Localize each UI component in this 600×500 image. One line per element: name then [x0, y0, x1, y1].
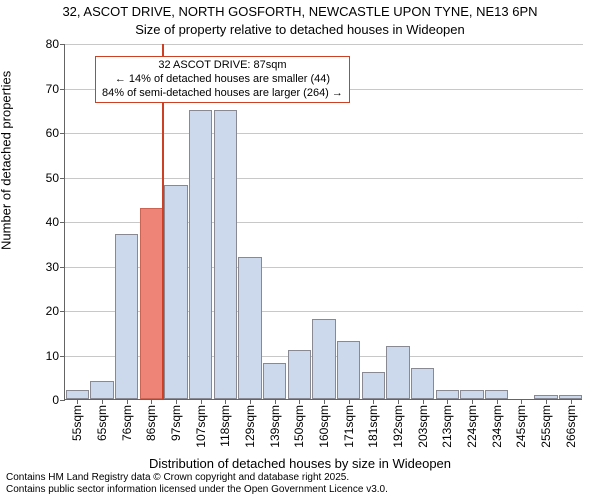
footer-attribution: Contains HM Land Registry data © Crown c…	[6, 472, 388, 496]
ytick-label: 80	[46, 37, 59, 51]
bar	[263, 363, 286, 399]
xtick-mark	[151, 399, 152, 404]
ytick-mark	[60, 311, 65, 312]
bar	[90, 381, 113, 399]
xtick-label: 160sqm	[317, 405, 331, 448]
ytick-mark	[60, 222, 65, 223]
ytick-label: 10	[46, 349, 59, 363]
xtick-label: 234sqm	[490, 405, 504, 448]
callout-line2: ← 14% of detached houses are smaller (44…	[102, 73, 343, 87]
bar	[312, 319, 335, 399]
xtick-label: 192sqm	[391, 405, 405, 448]
chart-title-line1: 32, ASCOT DRIVE, NORTH GOSFORTH, NEWCAST…	[0, 4, 600, 19]
xtick-mark	[472, 399, 473, 404]
xtick-mark	[447, 399, 448, 404]
xtick-label: 129sqm	[243, 405, 257, 448]
xtick-mark	[324, 399, 325, 404]
chart-title-line2: Size of property relative to detached ho…	[0, 22, 600, 37]
xtick-mark	[176, 399, 177, 404]
xtick-label: 224sqm	[465, 405, 479, 448]
xtick-mark	[423, 399, 424, 404]
xtick-mark	[497, 399, 498, 404]
callout-box: 32 ASCOT DRIVE: 87sqm← 14% of detached h…	[95, 56, 350, 103]
ytick-label: 0	[52, 393, 59, 407]
xtick-mark	[275, 399, 276, 404]
ytick-mark	[60, 133, 65, 134]
xtick-mark	[349, 399, 350, 404]
bar	[485, 390, 508, 399]
xtick-mark	[373, 399, 374, 404]
bar	[337, 341, 360, 399]
ytick-mark	[60, 178, 65, 179]
bar	[362, 372, 385, 399]
bar	[214, 110, 237, 399]
ytick-label: 20	[46, 304, 59, 318]
ytick-label: 70	[46, 82, 59, 96]
xtick-mark	[571, 399, 572, 404]
xtick-label: 65sqm	[95, 405, 109, 441]
xtick-label: 171sqm	[342, 405, 356, 448]
xtick-label: 97sqm	[169, 405, 183, 441]
ytick-mark	[60, 400, 65, 401]
xtick-label: 107sqm	[194, 405, 208, 448]
xtick-mark	[398, 399, 399, 404]
ytick-mark	[60, 356, 65, 357]
xtick-mark	[77, 399, 78, 404]
ytick-mark	[60, 267, 65, 268]
xtick-label: 266sqm	[564, 405, 578, 448]
xtick-mark	[546, 399, 547, 404]
xtick-mark	[521, 399, 522, 404]
callout-line1: 32 ASCOT DRIVE: 87sqm	[102, 59, 343, 73]
xtick-label: 213sqm	[440, 405, 454, 448]
gridline	[65, 178, 583, 179]
xtick-label: 86sqm	[144, 405, 158, 441]
bar	[66, 390, 89, 399]
ytick-label: 40	[46, 215, 59, 229]
y-axis-label: Number of detached properties	[0, 71, 14, 250]
ytick-label: 50	[46, 171, 59, 185]
xtick-mark	[250, 399, 251, 404]
xtick-label: 139sqm	[268, 405, 282, 448]
xtick-mark	[201, 399, 202, 404]
bar	[238, 257, 261, 399]
ytick-label: 30	[46, 260, 59, 274]
bar	[411, 368, 434, 399]
ytick-mark	[60, 89, 65, 90]
plot-area: 0102030405060708055sqm65sqm76sqm86sqm97s…	[64, 44, 582, 400]
bar-highlight	[140, 208, 163, 399]
footer-line1: Contains HM Land Registry data © Crown c…	[6, 472, 388, 484]
xtick-label: 150sqm	[292, 405, 306, 448]
xtick-mark	[225, 399, 226, 404]
xtick-mark	[102, 399, 103, 404]
xtick-mark	[299, 399, 300, 404]
xtick-label: 245sqm	[514, 405, 528, 448]
xtick-label: 255sqm	[539, 405, 553, 448]
bar	[189, 110, 212, 399]
bar	[115, 234, 138, 399]
xtick-label: 181sqm	[366, 405, 380, 448]
footer-line2: Contains public sector information licen…	[6, 484, 388, 496]
bar	[436, 390, 459, 399]
callout-line3: 84% of semi-detached houses are larger (…	[102, 87, 343, 101]
bar	[288, 350, 311, 399]
gridline	[65, 133, 583, 134]
bar	[164, 185, 187, 399]
ytick-label: 60	[46, 126, 59, 140]
bar	[386, 346, 409, 399]
x-axis-label: Distribution of detached houses by size …	[0, 456, 600, 471]
xtick-label: 55sqm	[70, 405, 84, 441]
xtick-mark	[127, 399, 128, 404]
xtick-label: 203sqm	[416, 405, 430, 448]
bar	[460, 390, 483, 399]
xtick-label: 118sqm	[218, 405, 232, 447]
xtick-label: 76sqm	[120, 405, 134, 441]
gridline	[65, 44, 583, 45]
ytick-mark	[60, 44, 65, 45]
